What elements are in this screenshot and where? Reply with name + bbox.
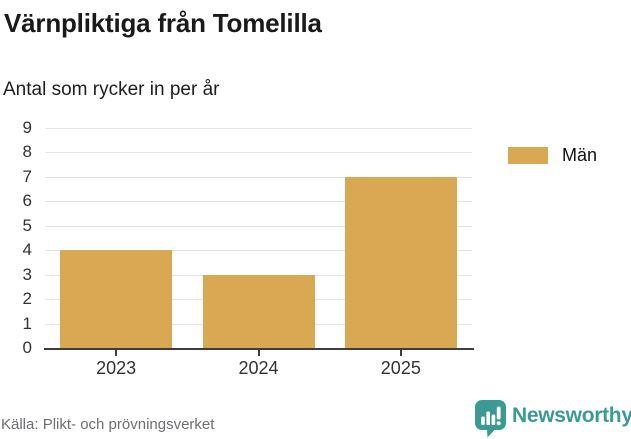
x-axis-tick-2024 <box>257 350 260 356</box>
x-axis-tick-label-2023: 2023 <box>96 358 137 378</box>
y-axis-tick-label-8: 8 <box>22 142 32 162</box>
bar-2023 <box>60 250 173 348</box>
x-axis-tick-label-2024: 2024 <box>238 358 279 378</box>
y-axis-tick-label-4: 4 <box>22 240 32 260</box>
y-axis-tick-label-1: 1 <box>22 313 32 333</box>
newsworthy-speech-bubble-chart-icon <box>474 399 507 439</box>
x-axis-tick-label-2025: 2025 <box>380 358 421 378</box>
gridline-y8 <box>45 152 472 154</box>
x-axis-line <box>44 348 474 350</box>
y-axis-tick-label-5: 5 <box>22 215 32 235</box>
x-axis-tick-2025 <box>399 350 402 356</box>
bar-2024 <box>202 274 315 348</box>
gridline-y7 <box>45 176 472 178</box>
source-note: Källa: Plikt- och prövningsverket <box>1 416 215 433</box>
gridline-y4 <box>45 250 472 252</box>
bar-2025 <box>344 176 457 348</box>
y-axis-tick-label-0: 0 <box>22 338 32 357</box>
y-axis-tick-label-6: 6 <box>22 191 32 211</box>
y-axis-tick-label-9: 9 <box>22 118 32 137</box>
x-axis-tick-2023 <box>115 350 118 356</box>
legend-label-man: Män <box>562 145 598 165</box>
brand-logo: Newsworthy <box>474 399 631 439</box>
y-axis-tick-label-7: 7 <box>22 166 32 186</box>
y-axis-tick-label-2: 2 <box>22 289 32 309</box>
legend-swatch-man <box>508 147 548 164</box>
chart-title: Värnpliktiga från Tomelilla <box>4 8 322 38</box>
gridline-y5 <box>45 225 472 227</box>
brand-name: Newsworthy <box>512 404 631 427</box>
gridline-y9 <box>45 128 472 129</box>
y-axis-tick-label-3: 3 <box>22 264 32 284</box>
legend: Män <box>508 145 597 166</box>
chart-subtitle: Antal som rycker in per år <box>3 79 220 100</box>
gridline-y6 <box>45 201 472 203</box>
